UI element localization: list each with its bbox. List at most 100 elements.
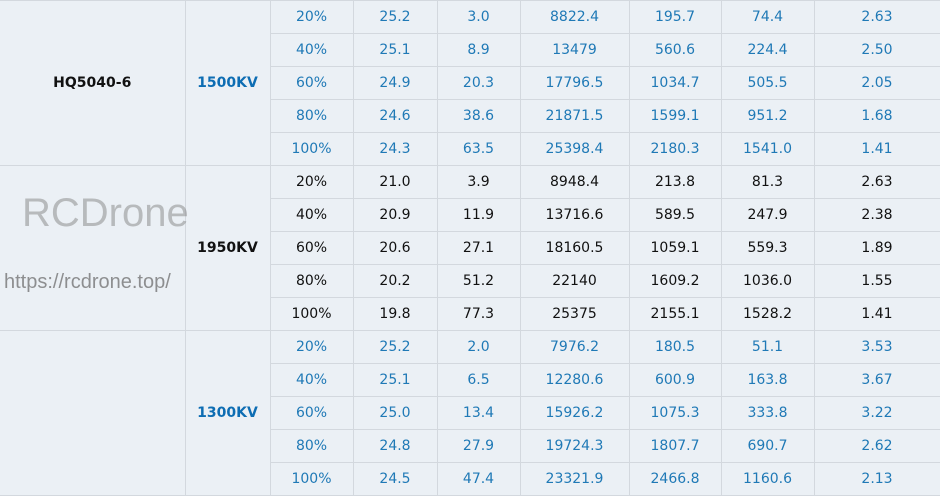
value-cell: 1160.6 [720, 462, 815, 496]
throttle-cell: 40% [269, 363, 354, 397]
value-cell: 25.1 [352, 363, 438, 397]
value-cell: 23321.9 [519, 462, 630, 496]
value-cell: 12280.6 [519, 363, 630, 397]
value-cell: 2.63 [813, 165, 940, 199]
value-cell: 560.6 [628, 33, 722, 67]
table-row: 60% 25.0 13.4 15926.2 1075.3 333.8 3.22 [0, 396, 940, 430]
value-cell: 51.1 [720, 330, 815, 364]
value-cell: 13479 [519, 33, 630, 67]
value-cell: 18160.5 [519, 231, 630, 265]
value-cell: 195.7 [628, 0, 722, 34]
value-cell: 13716.6 [519, 198, 630, 232]
value-cell: 589.5 [628, 198, 722, 232]
value-cell: 1599.1 [628, 99, 722, 133]
table-row: 80% 24.8 27.9 19724.3 1807.7 690.7 2.62 [0, 429, 940, 463]
model-cell: HQ5040-6 [0, 0, 186, 166]
value-cell: 6.5 [436, 363, 521, 397]
value-cell: 19.8 [352, 297, 438, 331]
value-cell: 22140 [519, 264, 630, 298]
value-cell: 690.7 [720, 429, 815, 463]
value-cell: 77.3 [436, 297, 521, 331]
value-cell: 2.05 [813, 66, 940, 100]
value-cell: 2.63 [813, 0, 940, 34]
value-cell: 2155.1 [628, 297, 722, 331]
value-cell: 20.9 [352, 198, 438, 232]
value-cell: 3.53 [813, 330, 940, 364]
value-cell: 1609.2 [628, 264, 722, 298]
table-row: HQ5040-6 1500KV 20% 25.2 3.0 8822.4 195.7 74.4 2… [0, 0, 940, 166]
value-cell: 559.3 [720, 231, 815, 265]
value-cell: 17796.5 [519, 66, 630, 100]
value-cell: 1.41 [813, 297, 940, 331]
value-cell: 3.67 [813, 363, 940, 397]
throttle-cell: 20% [269, 0, 354, 34]
value-cell: 2466.8 [628, 462, 722, 496]
value-cell: 2.0 [436, 330, 521, 364]
value-cell: 7976.2 [519, 330, 630, 364]
value-cell: 1807.7 [628, 429, 722, 463]
value-cell: 15926.2 [519, 396, 630, 430]
value-cell: 24.8 [352, 429, 438, 463]
kv-cell: 1300KV [184, 330, 271, 496]
throttle-cell: 100% [269, 462, 354, 496]
value-cell: 25398.4 [519, 132, 630, 166]
value-cell: 25.2 [352, 0, 438, 34]
value-cell: 63.5 [436, 132, 521, 166]
table-row: 60% 24.9 20.3 17796.5 1034.7 505.5 2.05 [0, 66, 940, 100]
kv-cell: 1950KV [184, 165, 271, 331]
value-cell: 505.5 [720, 66, 815, 100]
value-cell: 3.0 [436, 0, 521, 34]
value-cell: 2180.3 [628, 132, 722, 166]
value-cell: 1034.7 [628, 66, 722, 100]
throttle-cell: 60% [269, 66, 354, 100]
throttle-cell: 100% [269, 132, 354, 166]
value-cell: 25.0 [352, 396, 438, 430]
value-cell: 180.5 [628, 330, 722, 364]
value-cell: 213.8 [628, 165, 722, 199]
value-cell: 224.4 [720, 33, 815, 67]
value-cell: 3.9 [436, 165, 521, 199]
value-cell: 2.38 [813, 198, 940, 232]
throttle-cell: 40% [269, 198, 354, 232]
throttle-cell: 100% [269, 297, 354, 331]
value-cell: 27.9 [436, 429, 521, 463]
value-cell: 951.2 [720, 99, 815, 133]
kv-cell: 1500KV [184, 0, 271, 166]
value-cell: 25.1 [352, 33, 438, 67]
value-cell: 1528.2 [720, 297, 815, 331]
throttle-cell: 80% [269, 264, 354, 298]
table-row: 60% 20.6 27.1 18160.5 1059.1 559.3 1.89 [0, 231, 940, 265]
value-cell: 24.6 [352, 99, 438, 133]
value-cell: 19724.3 [519, 429, 630, 463]
throttle-cell: 40% [269, 33, 354, 67]
table-row: 100% 24.5 47.4 23321.9 2466.8 1160.6 2.13 [0, 462, 940, 496]
value-cell: 20.6 [352, 231, 438, 265]
value-cell: 8.9 [436, 33, 521, 67]
value-cell: 25.2 [352, 330, 438, 364]
throttle-cell: 80% [269, 99, 354, 133]
value-cell: 38.6 [436, 99, 521, 133]
throttle-cell: 20% [269, 330, 354, 364]
value-cell: 27.1 [436, 231, 521, 265]
value-cell: 21871.5 [519, 99, 630, 133]
table-row: 80% 24.6 38.6 21871.5 1599.1 951.2 1.68 [0, 99, 940, 133]
value-cell: 1075.3 [628, 396, 722, 430]
value-cell: 1059.1 [628, 231, 722, 265]
value-cell: 1.41 [813, 132, 940, 166]
table-row: 40% 20.9 11.9 13716.6 589.5 247.9 2.38 [0, 198, 940, 232]
value-cell: 8822.4 [519, 0, 630, 34]
throttle-cell: 60% [269, 396, 354, 430]
table-row: 100% 19.8 77.3 25375 2155.1 1528.2 1.41 [0, 297, 940, 331]
value-cell: 8948.4 [519, 165, 630, 199]
value-cell: 333.8 [720, 396, 815, 430]
value-cell: 11.9 [436, 198, 521, 232]
table-row: 40% 25.1 8.9 13479 560.6 224.4 2.50 [0, 33, 940, 67]
value-cell: 163.8 [720, 363, 815, 397]
throttle-cell: 60% [269, 231, 354, 265]
value-cell: 51.2 [436, 264, 521, 298]
value-cell: 21.0 [352, 165, 438, 199]
value-cell: 3.22 [813, 396, 940, 430]
value-cell: 1.89 [813, 231, 940, 265]
value-cell: 1541.0 [720, 132, 815, 166]
table-row: 1300KV 20% 25.2 2.0 7976.2 180.5 51.1 3.53 [0, 330, 940, 496]
